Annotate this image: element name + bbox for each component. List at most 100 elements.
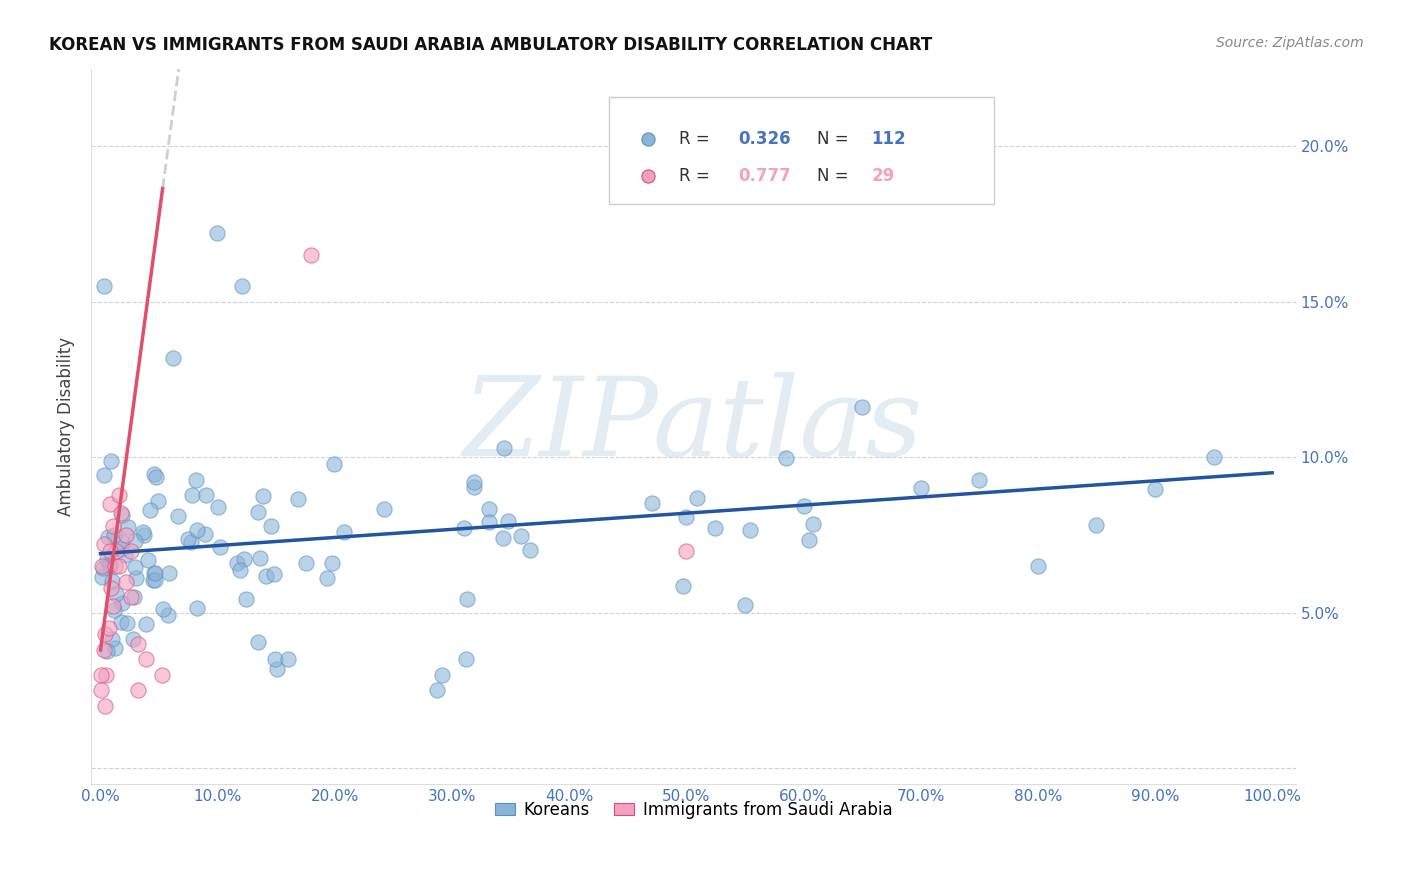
Koreans xyxy=(207,500,229,515)
Koreans xyxy=(686,491,709,505)
Koreans xyxy=(122,590,145,604)
Text: R =: R = xyxy=(679,129,714,147)
Koreans xyxy=(456,591,478,606)
Immigrants from Saudi Arabia xyxy=(120,590,142,604)
Koreans xyxy=(143,573,166,587)
Immigrants from Saudi Arabia xyxy=(98,621,121,635)
Koreans xyxy=(97,530,120,544)
Text: 0.777: 0.777 xyxy=(738,167,790,185)
Koreans xyxy=(321,556,343,570)
Koreans xyxy=(96,552,118,566)
Koreans xyxy=(494,441,516,455)
Immigrants from Saudi Arabia xyxy=(127,683,149,698)
Koreans xyxy=(1202,450,1225,464)
FancyBboxPatch shape xyxy=(609,97,994,204)
Koreans xyxy=(135,617,157,632)
Koreans xyxy=(194,488,217,502)
Koreans xyxy=(704,520,727,534)
Koreans xyxy=(277,652,299,666)
Koreans xyxy=(478,516,501,530)
Immigrants from Saudi Arabia xyxy=(105,543,128,558)
Koreans xyxy=(180,534,202,549)
Koreans xyxy=(851,401,873,415)
Koreans xyxy=(231,279,253,293)
Immigrants from Saudi Arabia xyxy=(101,599,124,614)
Koreans xyxy=(100,558,122,572)
Immigrants from Saudi Arabia xyxy=(108,487,131,501)
Text: 0.326: 0.326 xyxy=(738,129,790,147)
Koreans xyxy=(105,587,128,601)
Koreans xyxy=(672,579,695,593)
Immigrants from Saudi Arabia xyxy=(100,581,122,595)
Legend: Koreans, Immigrants from Saudi Arabia: Koreans, Immigrants from Saudi Arabia xyxy=(488,794,898,825)
Koreans xyxy=(266,662,288,676)
Immigrants from Saudi Arabia xyxy=(120,543,142,558)
Koreans xyxy=(139,503,162,517)
Koreans xyxy=(181,488,204,502)
Immigrants from Saudi Arabia xyxy=(91,559,114,574)
Immigrants from Saudi Arabia xyxy=(93,643,115,657)
Koreans xyxy=(157,566,180,580)
Koreans xyxy=(101,632,124,646)
Text: ZIPatlas: ZIPatlas xyxy=(463,372,924,480)
Koreans xyxy=(122,632,145,646)
Koreans xyxy=(478,501,501,516)
Koreans xyxy=(641,495,664,509)
Koreans xyxy=(157,608,180,623)
Koreans xyxy=(510,528,533,542)
Koreans xyxy=(775,451,797,466)
Koreans xyxy=(456,651,478,665)
Koreans xyxy=(93,467,115,482)
Koreans xyxy=(166,509,188,524)
Immigrants from Saudi Arabia xyxy=(93,537,115,551)
Text: N =: N = xyxy=(817,129,855,147)
Koreans xyxy=(194,527,217,541)
Koreans xyxy=(675,509,697,524)
Koreans xyxy=(100,558,122,572)
Koreans xyxy=(96,643,118,657)
Immigrants from Saudi Arabia xyxy=(94,698,117,713)
Immigrants from Saudi Arabia xyxy=(98,543,121,558)
Koreans xyxy=(910,481,932,495)
Immigrants from Saudi Arabia xyxy=(114,574,136,589)
Koreans xyxy=(101,574,124,588)
Koreans xyxy=(463,480,485,494)
Koreans xyxy=(287,491,309,506)
Koreans xyxy=(496,514,519,528)
Koreans xyxy=(323,457,346,471)
Koreans xyxy=(229,563,252,577)
Koreans xyxy=(792,500,814,514)
Immigrants from Saudi Arabia xyxy=(115,528,138,542)
Koreans xyxy=(124,559,146,574)
Immigrants from Saudi Arabia xyxy=(94,627,117,641)
Koreans xyxy=(152,602,174,616)
Koreans xyxy=(132,524,155,539)
Koreans xyxy=(316,571,339,585)
Koreans xyxy=(734,598,756,612)
Immigrants from Saudi Arabia xyxy=(98,497,121,511)
Koreans xyxy=(254,569,277,583)
Koreans xyxy=(246,505,269,519)
Koreans xyxy=(967,473,990,487)
Immigrants from Saudi Arabia xyxy=(103,518,125,533)
Koreans xyxy=(146,494,169,508)
Koreans xyxy=(103,527,125,541)
Immigrants from Saudi Arabia xyxy=(675,543,697,558)
Koreans xyxy=(103,640,125,655)
Koreans xyxy=(453,521,475,535)
Immigrants from Saudi Arabia xyxy=(104,559,127,574)
Koreans xyxy=(186,600,208,615)
Koreans xyxy=(143,566,166,580)
Koreans xyxy=(260,518,283,533)
Koreans xyxy=(111,508,134,523)
Koreans xyxy=(373,501,395,516)
Koreans xyxy=(252,489,274,503)
Koreans xyxy=(143,566,166,581)
Koreans xyxy=(801,516,824,531)
Text: KOREAN VS IMMIGRANTS FROM SAUDI ARABIA AMBULATORY DISABILITY CORRELATION CHART: KOREAN VS IMMIGRANTS FROM SAUDI ARABIA A… xyxy=(49,36,932,54)
Koreans xyxy=(145,470,167,484)
Koreans xyxy=(249,550,271,565)
Koreans xyxy=(117,520,139,534)
Koreans xyxy=(176,532,198,546)
Text: 112: 112 xyxy=(872,129,907,147)
